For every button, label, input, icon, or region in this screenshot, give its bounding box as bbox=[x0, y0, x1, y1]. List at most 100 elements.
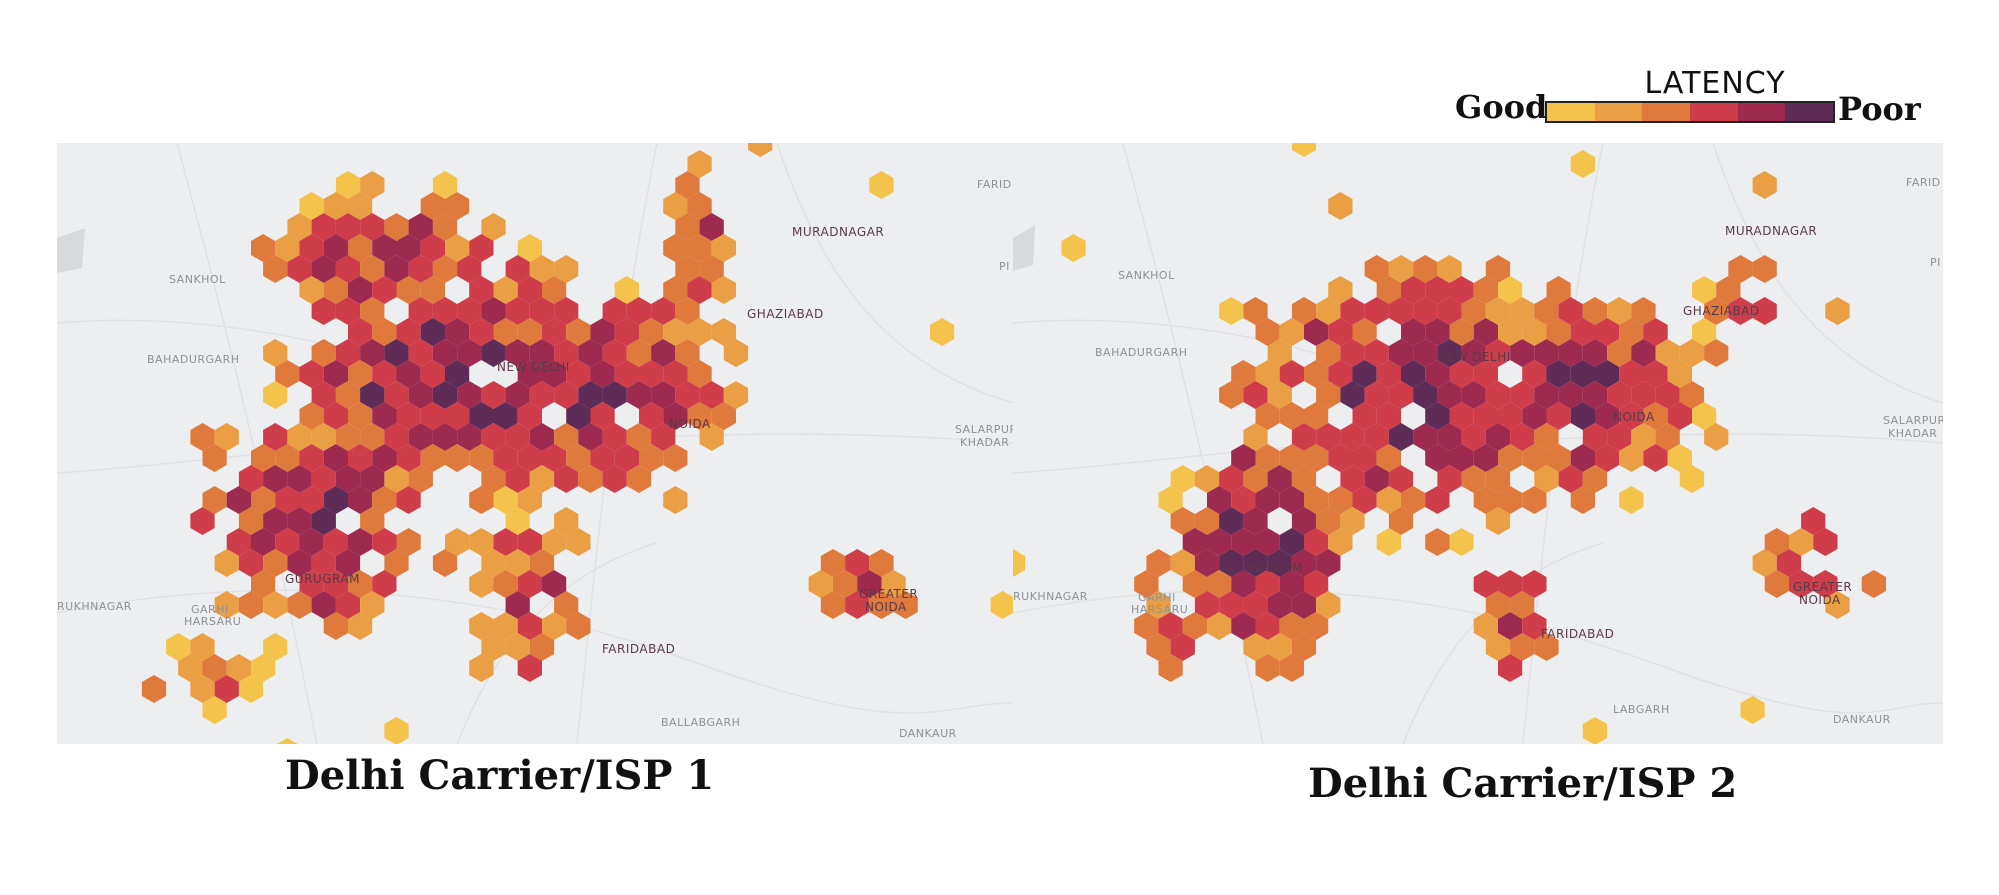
hex-cell bbox=[335, 255, 361, 283]
hex-cell bbox=[1570, 486, 1595, 514]
hex-cell bbox=[1619, 486, 1644, 514]
hex-cell bbox=[287, 507, 312, 535]
hex-cell bbox=[481, 549, 506, 577]
hex-cell bbox=[675, 297, 700, 325]
hex-cell bbox=[1801, 507, 1826, 535]
hex-cell bbox=[1388, 465, 1414, 493]
hex-cell bbox=[1607, 297, 1632, 325]
hex-cell bbox=[445, 528, 470, 556]
hex-cell bbox=[602, 339, 627, 367]
place-label-salarpur: SALARPUR bbox=[1883, 414, 1943, 427]
hex-cell bbox=[263, 423, 288, 451]
hex-cell bbox=[445, 402, 470, 430]
hex-cell bbox=[881, 570, 906, 598]
place-label-sankhol: SANKHOL bbox=[169, 273, 226, 286]
hex-cell bbox=[493, 276, 518, 304]
hex-cell bbox=[1376, 528, 1401, 556]
map-svg-isp-1: SANKHOL BAHADURGARH MURADNAGAR NEW DELHI… bbox=[57, 143, 1013, 744]
hex-cell bbox=[1510, 297, 1535, 325]
hex-cell bbox=[493, 570, 518, 598]
map-panel-isp-1[interactable]: SANKHOL BAHADURGARH MURADNAGAR NEW DELHI… bbox=[57, 143, 1013, 744]
hex-cell bbox=[1437, 465, 1462, 493]
hex-cell bbox=[384, 465, 409, 493]
hex-cell bbox=[275, 444, 300, 472]
hex-cell bbox=[1534, 633, 1559, 661]
hex-cell bbox=[1328, 486, 1353, 514]
hex-cell bbox=[214, 591, 239, 619]
hex-cell bbox=[348, 318, 373, 346]
hex-cell bbox=[299, 444, 324, 472]
hex-cell bbox=[469, 486, 494, 514]
hex-cell bbox=[360, 423, 385, 451]
hex-cell bbox=[432, 381, 458, 409]
hex-cell bbox=[1619, 318, 1644, 346]
hex-cell bbox=[1449, 402, 1474, 430]
hex-cell bbox=[626, 381, 652, 409]
hex-cell bbox=[1243, 297, 1268, 325]
hex-cell bbox=[1388, 339, 1414, 367]
hex-cell bbox=[1643, 402, 1668, 430]
hex-cell bbox=[663, 402, 688, 430]
hex-cell bbox=[1546, 402, 1571, 430]
hex-cell bbox=[408, 381, 433, 409]
hex-cell bbox=[723, 381, 749, 409]
hex-cell bbox=[1522, 318, 1547, 346]
hex-cell bbox=[1582, 423, 1608, 451]
hex-cell bbox=[1825, 591, 1850, 619]
hex-cell bbox=[663, 318, 688, 346]
hex-cell bbox=[481, 297, 506, 325]
hex-cell bbox=[360, 381, 385, 409]
hex-cell bbox=[1619, 360, 1644, 388]
place-label-ghaziabad: GHAZIABAD bbox=[1683, 304, 1760, 318]
hex-cell bbox=[1328, 360, 1353, 388]
place-label-khadar: KHADAR bbox=[960, 436, 1009, 449]
legend-swatch bbox=[1690, 103, 1738, 121]
hex-cell bbox=[372, 402, 397, 430]
hex-cell bbox=[469, 234, 494, 262]
hex-cell bbox=[276, 738, 298, 744]
hex-cell bbox=[529, 633, 555, 661]
hex-cell bbox=[578, 423, 603, 451]
hex-cell bbox=[348, 234, 373, 262]
hex-cell bbox=[1231, 486, 1256, 514]
hex-cell bbox=[360, 465, 385, 493]
hex-cell bbox=[1340, 297, 1365, 325]
hex-cell bbox=[1231, 528, 1256, 556]
hex-cell bbox=[335, 549, 361, 577]
hex-cell bbox=[141, 675, 167, 703]
place-label-farid: FARID bbox=[1906, 176, 1941, 189]
hex-cell bbox=[1194, 591, 1220, 619]
hex-cell bbox=[1401, 360, 1426, 388]
hex-cell bbox=[275, 360, 300, 388]
hex-cell bbox=[1473, 402, 1498, 430]
legend-poor-label: Poor bbox=[1838, 90, 1921, 128]
hex-cell bbox=[614, 444, 639, 472]
hex-cell bbox=[1485, 507, 1511, 535]
hex-cell bbox=[1425, 444, 1450, 472]
hex-cell bbox=[384, 381, 409, 409]
hex-cell bbox=[1485, 255, 1511, 283]
map-panel-isp-2[interactable]: SANKHOL BAHADURGARH MURADNAGAR NEW DELHI… bbox=[1013, 143, 1943, 744]
hexbin-layer-isp-1 bbox=[141, 143, 1013, 744]
hex-cell bbox=[1304, 402, 1329, 430]
hex-cell bbox=[311, 297, 336, 325]
hex-cell bbox=[529, 339, 555, 367]
hex-cell bbox=[1182, 528, 1207, 556]
hex-cell bbox=[1304, 486, 1329, 514]
hex-cell bbox=[566, 360, 591, 388]
hex-cell bbox=[711, 276, 736, 304]
hex-cell bbox=[1570, 318, 1595, 346]
hex-cell bbox=[602, 465, 627, 493]
hex-cell bbox=[1485, 297, 1511, 325]
hex-cell bbox=[420, 192, 445, 220]
hex-cell bbox=[1473, 570, 1498, 598]
hex-cell bbox=[1473, 444, 1498, 472]
hex-cell bbox=[1498, 402, 1523, 430]
hex-cell bbox=[1461, 465, 1486, 493]
hex-cell bbox=[1267, 465, 1292, 493]
hex-cell bbox=[1243, 465, 1268, 493]
hex-cell bbox=[1679, 381, 1705, 409]
hex-cell bbox=[457, 255, 482, 283]
hex-cell bbox=[542, 570, 567, 598]
hex-cell bbox=[554, 465, 579, 493]
